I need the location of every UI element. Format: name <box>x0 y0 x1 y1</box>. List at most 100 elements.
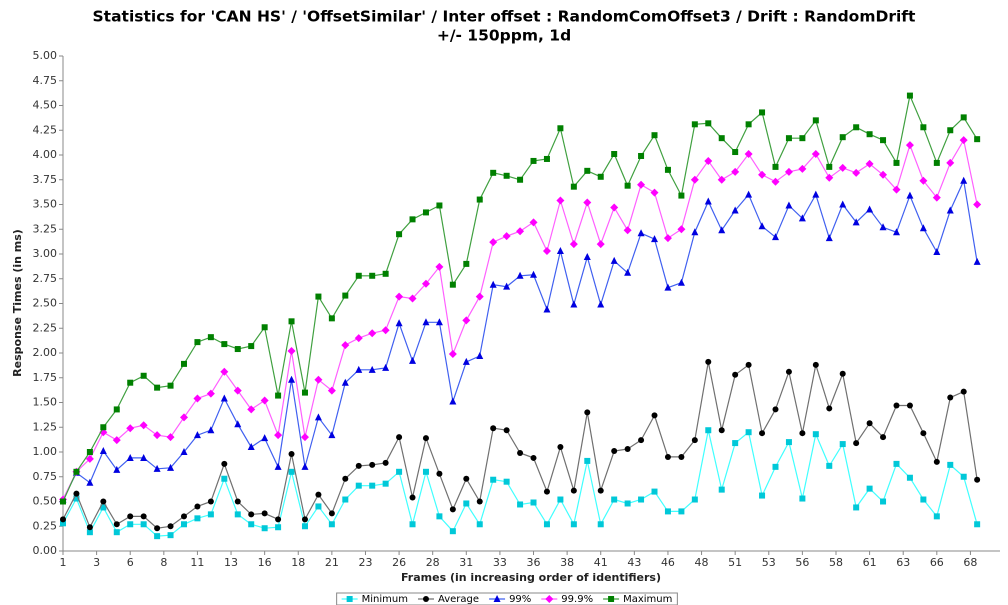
point <box>126 453 134 461</box>
point <box>880 137 887 144</box>
x-tick-label: 41 <box>594 556 608 569</box>
point <box>799 135 806 142</box>
point <box>799 430 806 437</box>
point <box>677 278 685 286</box>
point <box>542 247 551 256</box>
point <box>798 164 807 173</box>
x-tick-label: 48 <box>695 556 709 569</box>
point <box>154 384 161 391</box>
point <box>395 319 403 327</box>
point <box>140 453 148 461</box>
point <box>301 389 308 396</box>
point <box>596 240 605 249</box>
point <box>328 431 336 439</box>
point <box>892 228 900 236</box>
y-tick-label: 4.50 <box>33 99 58 112</box>
point <box>664 508 671 515</box>
point <box>517 501 524 508</box>
point <box>826 163 833 170</box>
x-tick-label: 66 <box>930 556 944 569</box>
legend-marker <box>346 596 353 602</box>
point <box>772 163 779 170</box>
x-tick-label: 33 <box>493 556 507 569</box>
point <box>315 293 322 300</box>
point <box>879 170 888 179</box>
point <box>462 357 470 365</box>
point <box>651 132 658 139</box>
point <box>920 496 927 503</box>
point <box>543 521 550 528</box>
legend-item: Maximum <box>603 594 672 605</box>
point <box>932 193 941 202</box>
point <box>745 190 753 198</box>
chart-title: Statistics for 'CAN HS' / 'OffsetSimilar… <box>93 8 917 26</box>
point <box>220 367 229 376</box>
point <box>920 430 927 437</box>
point <box>248 343 255 350</box>
point <box>947 394 954 401</box>
point <box>288 450 295 457</box>
point <box>503 427 510 434</box>
point <box>785 368 792 375</box>
point <box>139 421 148 430</box>
point <box>745 429 752 436</box>
point <box>664 453 671 460</box>
point <box>637 180 646 189</box>
point <box>677 225 686 234</box>
point <box>300 433 309 442</box>
point <box>382 270 389 277</box>
point <box>866 131 873 138</box>
x-tick-label: 21 <box>325 556 339 569</box>
point <box>421 279 430 288</box>
point <box>342 475 349 482</box>
point <box>449 397 457 405</box>
point <box>771 233 779 241</box>
point <box>154 525 161 532</box>
point <box>409 216 416 223</box>
point <box>638 152 645 159</box>
point <box>207 511 214 518</box>
point <box>664 283 672 291</box>
point <box>905 141 914 150</box>
point <box>221 475 228 482</box>
point <box>853 440 860 447</box>
point <box>892 185 901 194</box>
point <box>718 226 726 234</box>
point <box>355 462 362 469</box>
point <box>60 498 66 505</box>
point <box>422 318 430 326</box>
point <box>516 227 525 236</box>
point <box>301 516 308 523</box>
x-tick-label: 8 <box>160 556 167 569</box>
point <box>462 316 471 325</box>
y-tick-label: 3.25 <box>33 222 58 235</box>
point <box>275 524 282 531</box>
point <box>584 457 591 464</box>
point <box>557 125 564 132</box>
point <box>611 496 618 503</box>
x-tick-label: 1 <box>60 556 67 569</box>
point <box>611 448 618 455</box>
point <box>99 447 107 455</box>
point <box>355 365 363 373</box>
point <box>288 468 295 475</box>
x-tick-label: 58 <box>829 556 843 569</box>
point <box>529 218 538 227</box>
point <box>194 339 201 346</box>
point <box>852 218 860 226</box>
point <box>570 487 577 494</box>
point <box>638 437 645 444</box>
point <box>436 470 443 477</box>
point <box>113 465 121 473</box>
point <box>86 449 93 455</box>
point <box>369 461 376 468</box>
point <box>261 434 269 442</box>
point <box>974 476 981 483</box>
point <box>973 200 982 209</box>
point <box>933 159 940 166</box>
x-tick-label: 61 <box>863 556 877 569</box>
x-tick-label: 46 <box>661 556 675 569</box>
point <box>839 200 847 208</box>
legend-item: 99% <box>489 594 531 605</box>
point <box>570 300 578 308</box>
